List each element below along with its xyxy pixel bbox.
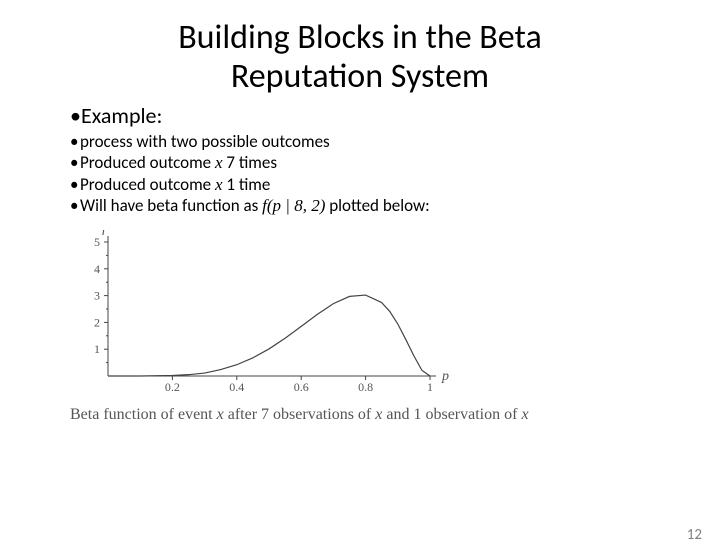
figure-caption: Beta function of event x after 7 observa… <box>70 406 720 424</box>
bullet-3: •Produced outcome x 1 time <box>70 174 660 195</box>
bullet-4: •Will have beta function as f(p | 8, 2) … <box>70 195 660 216</box>
svg-text:2: 2 <box>94 316 100 330</box>
svg-text:1: 1 <box>427 380 433 394</box>
svg-text:3: 3 <box>94 289 100 303</box>
svg-text:1: 1 <box>94 342 100 356</box>
beta-chart: 0.2 0.4 0.6 0.8 1 1 2 3 4 5 p f <box>70 230 450 400</box>
content-block: •Example: •process with two possible out… <box>0 102 720 216</box>
svg-text:p: p <box>441 369 449 384</box>
slide-title: Building Blocks in the Beta Reputation S… <box>0 18 720 96</box>
svg-text:0.2: 0.2 <box>165 380 180 394</box>
page-number: 12 <box>687 526 702 544</box>
title-line-2: Reputation System <box>231 56 489 97</box>
svg-text:0.6: 0.6 <box>294 380 309 394</box>
svg-text:5: 5 <box>94 235 100 249</box>
svg-text:4: 4 <box>94 262 100 276</box>
svg-text:0.8: 0.8 <box>358 380 373 394</box>
svg-text:0.4: 0.4 <box>229 380 244 394</box>
title-line-1: Building Blocks in the Beta <box>178 17 542 58</box>
bullet-2: •Produced outcome x 7 times <box>70 152 660 173</box>
chart-container: 0.2 0.4 0.6 0.8 1 1 2 3 4 5 p f <box>70 230 720 400</box>
example-heading: •Example: <box>70 102 660 129</box>
svg-text:f: f <box>102 230 108 236</box>
bullet-1: •process with two possible outcomes <box>70 131 660 152</box>
